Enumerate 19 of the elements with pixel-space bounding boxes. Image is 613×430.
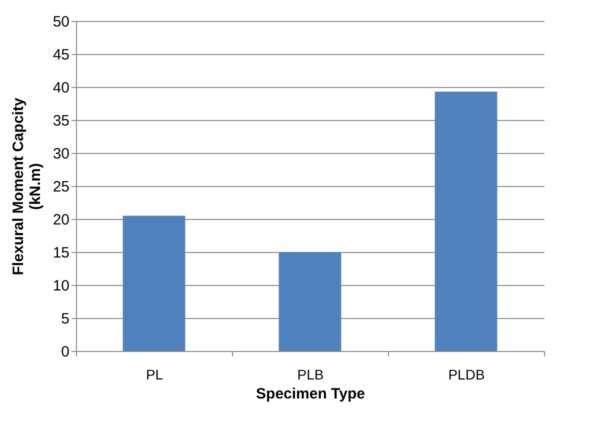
- x-tick-label: PLB: [297, 366, 324, 382]
- bar: [278, 252, 342, 351]
- x-tick-label: PL: [146, 366, 164, 382]
- y-tick-label: 40: [52, 80, 70, 96]
- bar: [122, 216, 186, 351]
- y-tick-label: 35: [52, 112, 70, 130]
- y-tick-label: 30: [52, 146, 70, 162]
- y-tick-label: 20: [52, 212, 70, 228]
- y-tick-label: 45: [52, 46, 70, 64]
- y-tick-label: 50: [52, 14, 70, 30]
- x-axis-title: Specimen Type: [256, 386, 365, 402]
- y-tick-label: 10: [52, 278, 70, 294]
- y-tick-label: 15: [52, 244, 70, 262]
- y-tick-label: 5: [61, 310, 70, 328]
- y-tick-label: 0: [61, 344, 70, 360]
- bar: [434, 92, 498, 351]
- x-tick-label: PLDB: [448, 366, 485, 382]
- y-axis-title: Flexural Moment Capcity (kN.m): [10, 97, 44, 276]
- y-tick-label: 25: [52, 178, 70, 196]
